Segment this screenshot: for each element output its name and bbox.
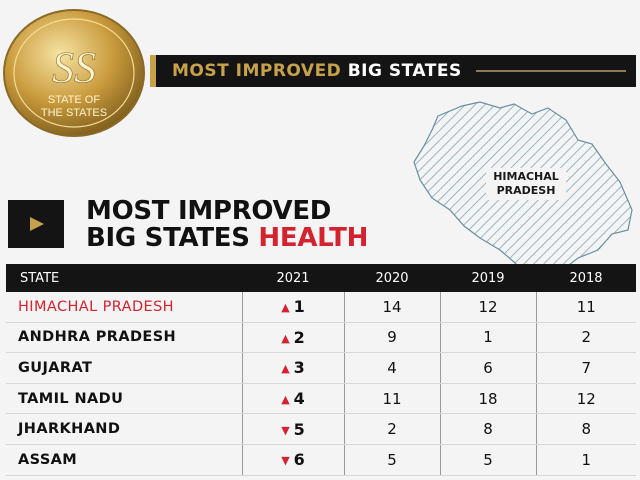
table-row: GUJARAT ▲ 3 4 6 7 xyxy=(6,352,636,384)
rank-2020-cell: 14 xyxy=(343,292,440,323)
table-row: HIMACHAL PRADESH ▲ 1 14 12 11 xyxy=(6,292,636,323)
headline-line2: BIG STATES HEALTH xyxy=(86,225,368,252)
state-of-the-states-logo: SS STATE OF THE STATES xyxy=(3,9,145,137)
banner-divider-line xyxy=(475,70,626,72)
rank-2019-cell: 8 xyxy=(439,413,536,445)
state-cell: ANDHRA PRADESH xyxy=(6,322,242,354)
state-cell: GUJARAT xyxy=(6,352,242,384)
state-cell: JHARKHAND xyxy=(6,413,242,445)
banner-title: MOST IMPROVED BIG STATES xyxy=(172,61,462,81)
rank-2018-cell: 11 xyxy=(535,292,636,323)
banner-title-gold: MOST IMPROVED xyxy=(172,61,342,81)
table-row: TAMIL NADU ▲ 4 11 18 12 xyxy=(6,383,636,415)
section-heading: MOST IMPROVED BIG STATES HEALTH xyxy=(8,198,368,252)
state-cell: ASSAM xyxy=(6,444,242,476)
logo-text-line1: STATE OF xyxy=(48,94,100,106)
rank-up-arrow-icon: ▲ xyxy=(281,331,290,345)
rank-2018-cell: 8 xyxy=(535,413,636,445)
headline-line2-red: HEALTH xyxy=(258,223,369,253)
top-banner: MOST IMPROVED BIG STATES xyxy=(150,55,636,87)
banner-title-white: BIG STATES xyxy=(347,61,462,81)
logo-monogram: SS xyxy=(52,43,96,92)
rank-2018-cell: 7 xyxy=(535,352,636,384)
header-2018: 2018 xyxy=(536,264,636,292)
rank-2019-cell: 6 xyxy=(439,352,536,384)
map-label-line2: PRADESH xyxy=(496,184,556,197)
rank-2018-cell: 12 xyxy=(535,383,636,415)
banner-accent xyxy=(150,55,156,87)
table-row: ASSAM ▼ 6 5 5 1 xyxy=(6,444,636,476)
section-marker xyxy=(8,200,64,248)
header-state: STATE xyxy=(6,264,242,292)
state-cell: HIMACHAL PRADESH xyxy=(6,292,242,323)
rank-2020-cell: 2 xyxy=(343,413,440,445)
rank-2020-cell: 4 xyxy=(343,352,440,384)
rank-2018-cell: 1 xyxy=(535,444,636,476)
rank-2021-cell: ▼ 5 xyxy=(241,413,344,445)
table-row: JHARKHAND ▼ 5 2 8 8 xyxy=(6,413,636,445)
rank-2020-cell: 9 xyxy=(343,322,440,354)
headline-line2-black: BIG STATES xyxy=(86,223,250,253)
header-2019: 2019 xyxy=(440,264,536,292)
ranking-table: STATE 2021 2020 2019 2018 HIMACHAL PRADE… xyxy=(6,264,636,476)
rank-2021-value: 3 xyxy=(293,358,305,378)
rank-2021-value: 4 xyxy=(293,389,305,409)
table-row: ANDHRA PRADESH ▲ 2 9 1 2 xyxy=(6,322,636,354)
rank-down-arrow-icon: ▼ xyxy=(281,423,290,437)
rank-2019-cell: 12 xyxy=(439,292,536,323)
rank-up-arrow-icon: ▲ xyxy=(281,393,290,407)
logo-text-line2: THE STATES xyxy=(41,107,107,119)
rank-2021-cell: ▲ 2 xyxy=(241,322,344,354)
header-2020: 2020 xyxy=(344,264,440,292)
headline-line1: MOST IMPROVED xyxy=(86,196,332,226)
rank-2019-cell: 5 xyxy=(439,444,536,476)
rank-2021-value: 6 xyxy=(293,450,305,470)
section-headline: MOST IMPROVED BIG STATES HEALTH xyxy=(86,198,368,252)
rank-2021-cell: ▼ 6 xyxy=(241,444,344,476)
play-arrow-icon xyxy=(30,217,44,231)
rank-2021-value: 2 xyxy=(293,327,305,347)
map-label-line1: HIMACHAL xyxy=(493,170,559,183)
rank-2019-cell: 1 xyxy=(439,322,536,354)
rank-2021-cell: ▲ 1 xyxy=(241,292,344,323)
map-label: HIMACHAL PRADESH xyxy=(486,168,566,200)
rank-2021-cell: ▲ 4 xyxy=(241,383,344,415)
rank-2018-cell: 2 xyxy=(535,322,636,354)
rank-2021-cell: ▲ 3 xyxy=(241,352,344,384)
rank-2020-cell: 5 xyxy=(343,444,440,476)
rank-2021-value: 1 xyxy=(293,297,305,317)
header-2021: 2021 xyxy=(242,264,344,292)
rank-2019-cell: 18 xyxy=(439,383,536,415)
rank-up-arrow-icon: ▲ xyxy=(281,301,290,315)
rank-down-arrow-icon: ▼ xyxy=(281,454,290,468)
rank-2020-cell: 11 xyxy=(343,383,440,415)
rank-up-arrow-icon: ▲ xyxy=(281,362,290,376)
state-cell: TAMIL NADU xyxy=(6,383,242,415)
table-header-row: STATE 2021 2020 2019 2018 xyxy=(6,264,636,292)
rank-2021-value: 5 xyxy=(293,419,305,439)
